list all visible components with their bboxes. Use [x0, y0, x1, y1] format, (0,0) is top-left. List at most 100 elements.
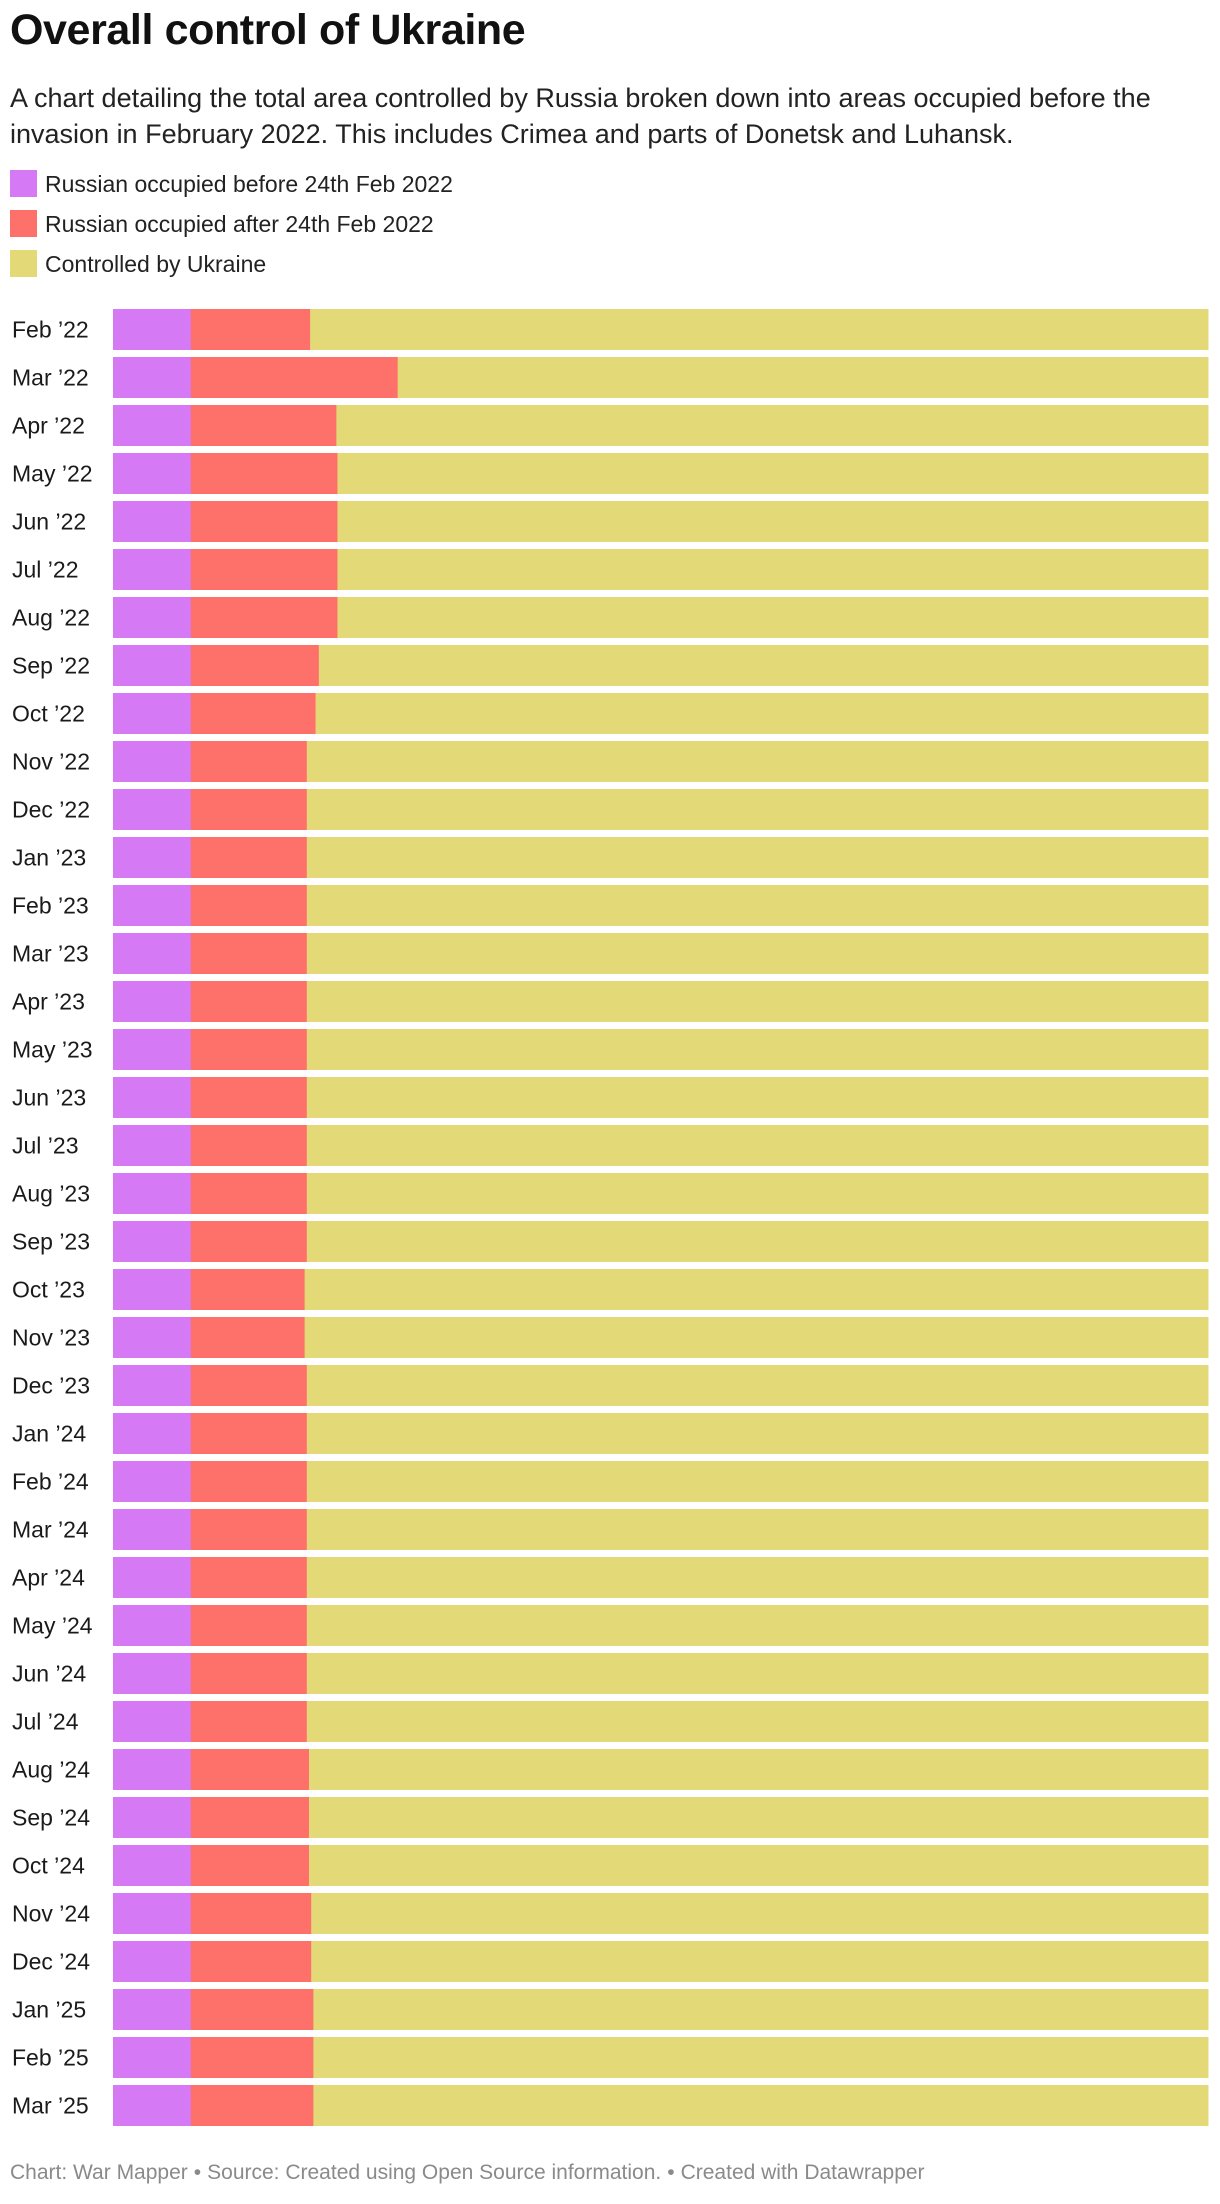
segment-occupied-before: [113, 837, 192, 878]
segment-ukraine-controlled: [304, 1269, 1209, 1310]
segment-occupied-after: [190, 1461, 308, 1502]
segment-occupied-after: [190, 837, 308, 878]
footer-tool: Created with Datawrapper: [680, 2161, 925, 2184]
row-label: Jun ’22: [12, 509, 86, 535]
segment-occupied-before: [113, 1701, 192, 1742]
segment-occupied-after: [190, 789, 308, 830]
segment-occupied-after: [190, 933, 308, 974]
segment-occupied-before: [113, 2037, 192, 2078]
row-label: Oct ’23: [12, 1277, 85, 1303]
bar-row: Aug ’23: [12, 1173, 1209, 1214]
bar-row: Nov ’23: [12, 1317, 1209, 1358]
segment-occupied-before: [113, 1317, 192, 1358]
segment-ukraine-controlled: [313, 2085, 1209, 2126]
segment-occupied-after: [190, 1221, 308, 1262]
bar-row: Apr ’24: [12, 1557, 1209, 1598]
segment-occupied-after: [190, 357, 399, 398]
legend-label-occupied-after: Russian occupied after 24th Feb 2022: [45, 211, 434, 237]
legend-swatch-ukraine-controlled: [10, 250, 37, 277]
chart-subtitle: A chart detailing the total area control…: [10, 83, 1151, 149]
bar-row: May ’24: [12, 1605, 1209, 1646]
segment-ukraine-controlled: [309, 1797, 1209, 1838]
bar-row: Apr ’22: [12, 405, 1209, 446]
segment-ukraine-controlled: [306, 933, 1209, 974]
segment-occupied-before: [113, 645, 192, 686]
segment-ukraine-controlled: [306, 1221, 1209, 1262]
row-label: Jan ’25: [12, 1997, 86, 2023]
bar-row: Dec ’23: [12, 1365, 1209, 1406]
bar-row: Feb ’23: [12, 885, 1209, 926]
segment-occupied-before: [113, 693, 192, 734]
segment-occupied-before: [113, 453, 192, 494]
segment-occupied-after: [190, 1941, 312, 1982]
bar-row: Nov ’22: [12, 741, 1209, 782]
segment-ukraine-controlled: [306, 1605, 1209, 1646]
row-label: May ’22: [12, 461, 93, 487]
segment-occupied-before: [113, 501, 192, 542]
row-label: Mar ’23: [12, 941, 89, 967]
segment-ukraine-controlled: [337, 501, 1209, 542]
bar-row: Jan ’23: [12, 837, 1209, 878]
bar-row: Mar ’25: [12, 2085, 1209, 2126]
segment-ukraine-controlled: [304, 1317, 1209, 1358]
segment-occupied-after: [190, 549, 338, 590]
segment-ukraine-controlled: [306, 1701, 1209, 1742]
row-label: Aug ’22: [12, 605, 90, 631]
segment-ukraine-controlled: [306, 741, 1209, 782]
segment-occupied-before: [113, 741, 192, 782]
bar-row: Feb ’25: [12, 2037, 1209, 2078]
segment-occupied-before: [113, 309, 192, 350]
segment-occupied-before: [113, 405, 192, 446]
segment-occupied-after: [190, 1605, 308, 1646]
bar-row: Jul ’23: [12, 1125, 1209, 1166]
segment-occupied-after: [190, 1317, 306, 1358]
row-label: Jun ’23: [12, 1085, 86, 1111]
footer-separator: •: [667, 2161, 675, 2184]
segment-occupied-after: [190, 405, 337, 446]
bar-row: Mar ’23: [12, 933, 1209, 974]
segment-occupied-after: [190, 1269, 306, 1310]
segment-ukraine-controlled: [318, 645, 1209, 686]
bar-row: Oct ’24: [12, 1845, 1209, 1886]
segment-occupied-before: [113, 1845, 192, 1886]
row-label: Apr ’22: [12, 413, 85, 439]
segment-occupied-before: [113, 1173, 192, 1214]
segment-ukraine-controlled: [306, 837, 1209, 878]
segment-occupied-after: [190, 645, 320, 686]
segment-occupied-after: [190, 1173, 308, 1214]
segment-ukraine-controlled: [306, 1557, 1209, 1598]
segment-occupied-before: [113, 1365, 192, 1406]
bar-row: Oct ’23: [12, 1269, 1209, 1310]
segment-occupied-before: [113, 597, 192, 638]
segment-occupied-after: [190, 597, 338, 638]
segment-occupied-after: [190, 1893, 312, 1934]
segment-occupied-after: [190, 2085, 314, 2126]
bar-row: Jul ’22: [12, 549, 1209, 590]
legend-label-ukraine-controlled: Controlled by Ukraine: [45, 251, 267, 277]
row-label: Sep ’22: [12, 653, 90, 679]
row-label: Sep ’24: [12, 1805, 90, 1831]
segment-occupied-after: [190, 741, 308, 782]
row-label: Mar ’25: [12, 2093, 89, 2119]
segment-occupied-after: [190, 885, 308, 926]
row-label: Feb ’23: [12, 893, 89, 919]
bar-row: Apr ’23: [12, 981, 1209, 1022]
bar-row: Dec ’22: [12, 789, 1209, 830]
bar-row: Sep ’23: [12, 1221, 1209, 1262]
bar-row: Oct ’22: [12, 693, 1209, 734]
segment-ukraine-controlled: [306, 1365, 1209, 1406]
bar-row: May ’23: [12, 1029, 1209, 1070]
row-label: Nov ’22: [12, 749, 90, 775]
row-label: Feb ’25: [12, 2045, 89, 2071]
segment-occupied-after: [190, 1125, 308, 1166]
segment-occupied-after: [190, 1797, 310, 1838]
row-label: May ’23: [12, 1037, 93, 1063]
segment-ukraine-controlled: [306, 1077, 1209, 1118]
segment-occupied-before: [113, 1797, 192, 1838]
bar-row: Dec ’24: [12, 1941, 1209, 1982]
row-label: Aug ’24: [12, 1757, 90, 1783]
segment-ukraine-controlled: [310, 309, 1209, 350]
segment-occupied-before: [113, 1941, 192, 1982]
row-label: Feb ’22: [12, 317, 89, 343]
segment-ukraine-controlled: [306, 1125, 1209, 1166]
